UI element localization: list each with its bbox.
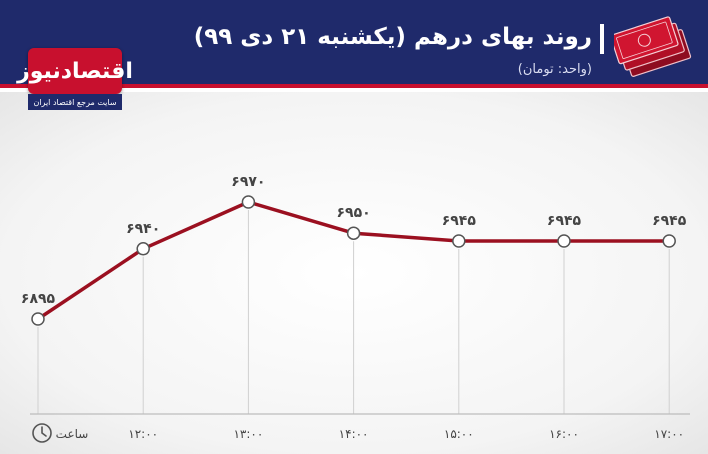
- logo-text: اقتصادنیوز: [17, 48, 133, 94]
- x-tick-label: ۱۴:۰۰: [339, 427, 369, 441]
- plot-area: ۶۸۹۵ ۶۹۴۰ ۶۹۷۰ ۶۹۵۰ ۶۹۴۵ ۶۹۴۵ ۶۹۴۵ ۱۲:۰۰ ۱۳:۰۰ ۱…: [0, 92, 708, 454]
- data-label: ۶۸۹۵: [21, 291, 56, 307]
- money-bills-icon: [614, 16, 692, 77]
- data-label: ۶۹۴۰: [126, 221, 160, 237]
- chart-title: روند بهای درهم (یکشنبه ۲۱ دی ۹۹): [193, 24, 592, 50]
- x-tick-label: ۱۵:۰۰: [444, 427, 474, 441]
- data-label: ۶۹۷۰: [231, 174, 265, 190]
- data-point: [31, 312, 45, 326]
- data-label: ۶۹۴۵: [442, 213, 477, 229]
- logo-tagline: سایت مرجع اقتصاد ایران: [28, 94, 122, 110]
- x-tick-label: ۱۷:۰۰: [654, 427, 684, 441]
- unit-label: (واحد: تومان): [517, 62, 592, 77]
- data-point: [662, 234, 676, 248]
- x-axis-label: ساعت: [56, 427, 89, 441]
- data-point: [557, 234, 571, 248]
- title-divider: [600, 24, 604, 54]
- data-point: [452, 234, 466, 248]
- data-label: ۶۹۴۵: [652, 213, 687, 229]
- data-point: [241, 195, 256, 209]
- data-point: [136, 242, 150, 256]
- x-tick-label: ۱۲:۰۰: [128, 427, 158, 441]
- data-label: ۶۹۴۵: [547, 213, 582, 229]
- data-label: ۶۹۵۰: [337, 205, 371, 221]
- data-point: [346, 226, 361, 240]
- x-tick-label: ۱۳:۰۰: [233, 427, 263, 441]
- x-tick-label: ۱۶:۰۰: [549, 427, 579, 441]
- site-logo: اقتصادنیوز سایت مرجع اقتصاد ایران: [17, 48, 133, 112]
- line-chart: ۶۸۹۵ ۶۹۴۰ ۶۹۷۰ ۶۹۵۰ ۶۹۴۵ ۶۹۴۵ ۶۹۴۵ ۱۲:۰۰ ۱۳:۰۰ ۱…: [21, 174, 690, 443]
- clock-icon: [32, 423, 52, 443]
